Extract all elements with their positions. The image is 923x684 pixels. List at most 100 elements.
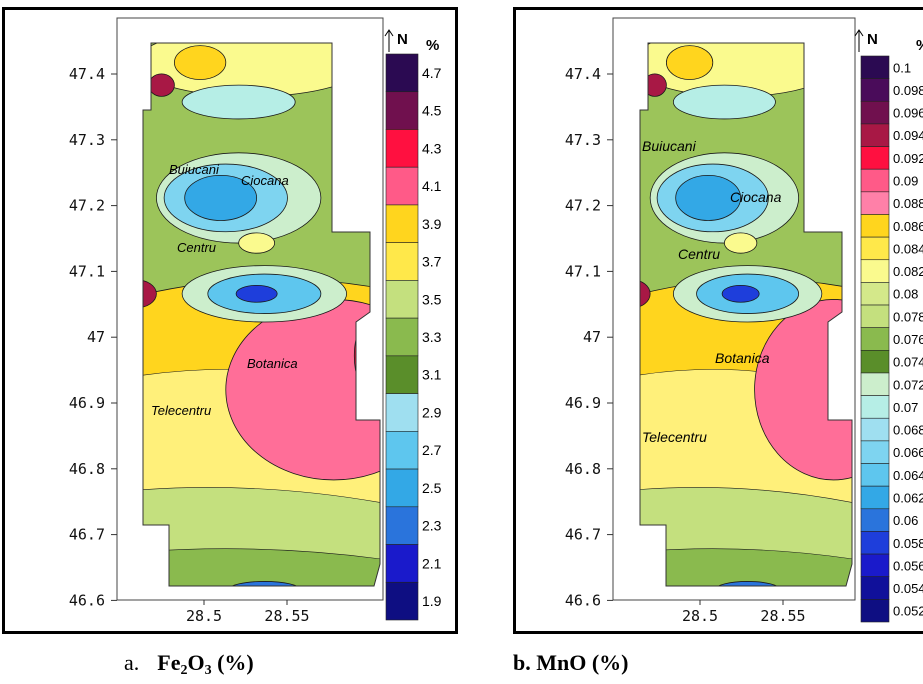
contour-centru-yellow — [238, 232, 276, 254]
x-tick-label: 28.55 — [264, 607, 309, 625]
legend-level-label: 0.066 — [893, 445, 923, 460]
legend-swatch — [860, 508, 890, 532]
legend-level-label: 0.07 — [893, 400, 918, 415]
legend-level-label: 2.7 — [422, 442, 442, 458]
legend-swatch — [860, 123, 890, 147]
x-tick-label: 28.5 — [186, 607, 222, 625]
contour-west-spot-2 — [640, 279, 651, 309]
y-tick-label: 46.6 — [69, 591, 105, 609]
legend-level-label: 0.076 — [893, 332, 923, 347]
caption-sub-1: 2 — [180, 663, 188, 678]
district-label: Centru — [177, 240, 216, 255]
district-label: Botanica — [715, 350, 770, 366]
legend-swatch — [385, 242, 419, 281]
legend-level-label: 0.094 — [893, 128, 923, 143]
district-label: Ciocana — [730, 189, 782, 205]
y-tick-label: 46.8 — [69, 460, 105, 478]
legend-swatch — [860, 599, 890, 623]
contour-layer — [640, 43, 852, 586]
legend-level-label: 0.056 — [893, 558, 923, 573]
legend-level-label: 0.078 — [893, 309, 923, 324]
y-tick-label: 47.4 — [565, 65, 601, 83]
district-label: Telecentru — [642, 429, 707, 445]
caption-sub-2: 3 — [204, 663, 212, 678]
legend-swatch — [860, 485, 890, 510]
legend-level-label: 0.06 — [893, 513, 918, 528]
legend-level-label: 4.1 — [422, 178, 442, 194]
legend-swatch — [860, 417, 890, 442]
y-tick-label: 47 — [87, 328, 105, 346]
legend-level-label: 0.08 — [893, 287, 918, 302]
legend-swatch — [385, 355, 419, 394]
y-tick-label: 46.8 — [565, 460, 601, 478]
north-arrow-icon — [854, 29, 864, 37]
legend-swatch — [860, 304, 890, 328]
legend-level-label: 0.068 — [893, 423, 923, 438]
contour-west-spot-2 — [143, 279, 157, 309]
legend-level-label: 3.9 — [422, 216, 442, 232]
district-label: Buiucani — [642, 138, 697, 154]
map-boundary — [639, 42, 853, 587]
legend-level-label: 0.086 — [893, 219, 923, 234]
legend-level-label: 0.1 — [893, 60, 911, 75]
legend-swatch — [860, 282, 890, 306]
legend-swatch — [385, 431, 419, 470]
legend-swatch — [385, 166, 419, 206]
mno-contour-map: 47.4 47.3 47.2 47.1 47 46.9 46.8 46.7 46.6 28.5 28… — [565, 17, 923, 625]
legend-swatch — [860, 395, 890, 419]
contour-botanica-core — [721, 284, 760, 303]
legend-swatch — [860, 372, 890, 396]
y-tick-label: 47 — [583, 328, 601, 346]
legend-swatch — [860, 327, 890, 351]
y-tick-label: 46.9 — [565, 394, 601, 412]
legend-level-label: 4.3 — [422, 140, 442, 156]
y-tick-label: 46.9 — [69, 394, 105, 412]
caption-mno: b. MnO (%) — [513, 650, 629, 675]
legend-level-label: 0.09 — [893, 174, 918, 189]
legend-swatch — [860, 168, 890, 193]
district-label: Ciocana — [241, 173, 289, 188]
legend-swatch — [860, 55, 890, 79]
y-tick-label: 46.7 — [565, 526, 601, 544]
legend-swatch — [860, 576, 890, 600]
legend-level-label: 0.058 — [893, 536, 923, 551]
legend-swatch — [860, 463, 890, 487]
legend-unit-label: % — [426, 37, 439, 54]
legend-level-label: 3.3 — [422, 329, 442, 345]
legend-swatch — [860, 78, 890, 102]
legend-swatch — [385, 581, 419, 621]
map-panel-mno: 47.4 47.3 47.2 47.1 47 46.9 46.8 46.7 46.6 28.5 28… — [513, 7, 923, 634]
legend-level-label: 0.072 — [893, 377, 923, 392]
legend-swatch — [385, 506, 419, 545]
contour-centru-yellow — [723, 232, 758, 254]
caption-fe2o3: a. Fe2O3 (%) — [124, 650, 254, 679]
legend-swatch — [860, 146, 890, 170]
legend-level-label: 2.1 — [422, 555, 442, 571]
legend-level-label: 0.052 — [893, 604, 923, 619]
y-tick-label: 47.2 — [69, 197, 105, 215]
contour-ciocana-mid — [184, 174, 258, 221]
contour-west-spot-1 — [148, 73, 175, 97]
legend-level-label: 3.1 — [422, 367, 442, 383]
legend-level-label: 0.088 — [893, 196, 923, 211]
caption-suffix: (%) — [211, 650, 254, 675]
legend-level-label: 0.062 — [893, 490, 923, 505]
north-label: N — [397, 31, 408, 48]
y-tick-label: 46.7 — [69, 526, 105, 544]
legend-swatch — [860, 531, 890, 555]
contour-layer — [143, 43, 380, 586]
legend-level-label: 2.3 — [422, 518, 442, 534]
legend-level-label: 2.5 — [422, 480, 442, 496]
legend-level-label: 0.082 — [893, 264, 923, 279]
contour-north-gold — [174, 45, 227, 80]
legend-level-label: 0.092 — [893, 151, 923, 166]
contour-ciocana-mid — [675, 174, 742, 221]
legend-swatch — [385, 544, 419, 583]
district-label: Centru — [678, 246, 720, 262]
legend-unit-label: % — [916, 37, 923, 54]
caption-formula: Fe2O3 (%) — [157, 650, 254, 678]
legend-swatch — [860, 236, 890, 261]
y-tick-label: 47.1 — [565, 262, 601, 280]
x-tick-label: 28.5 — [682, 607, 718, 625]
legend-swatch — [385, 317, 419, 357]
